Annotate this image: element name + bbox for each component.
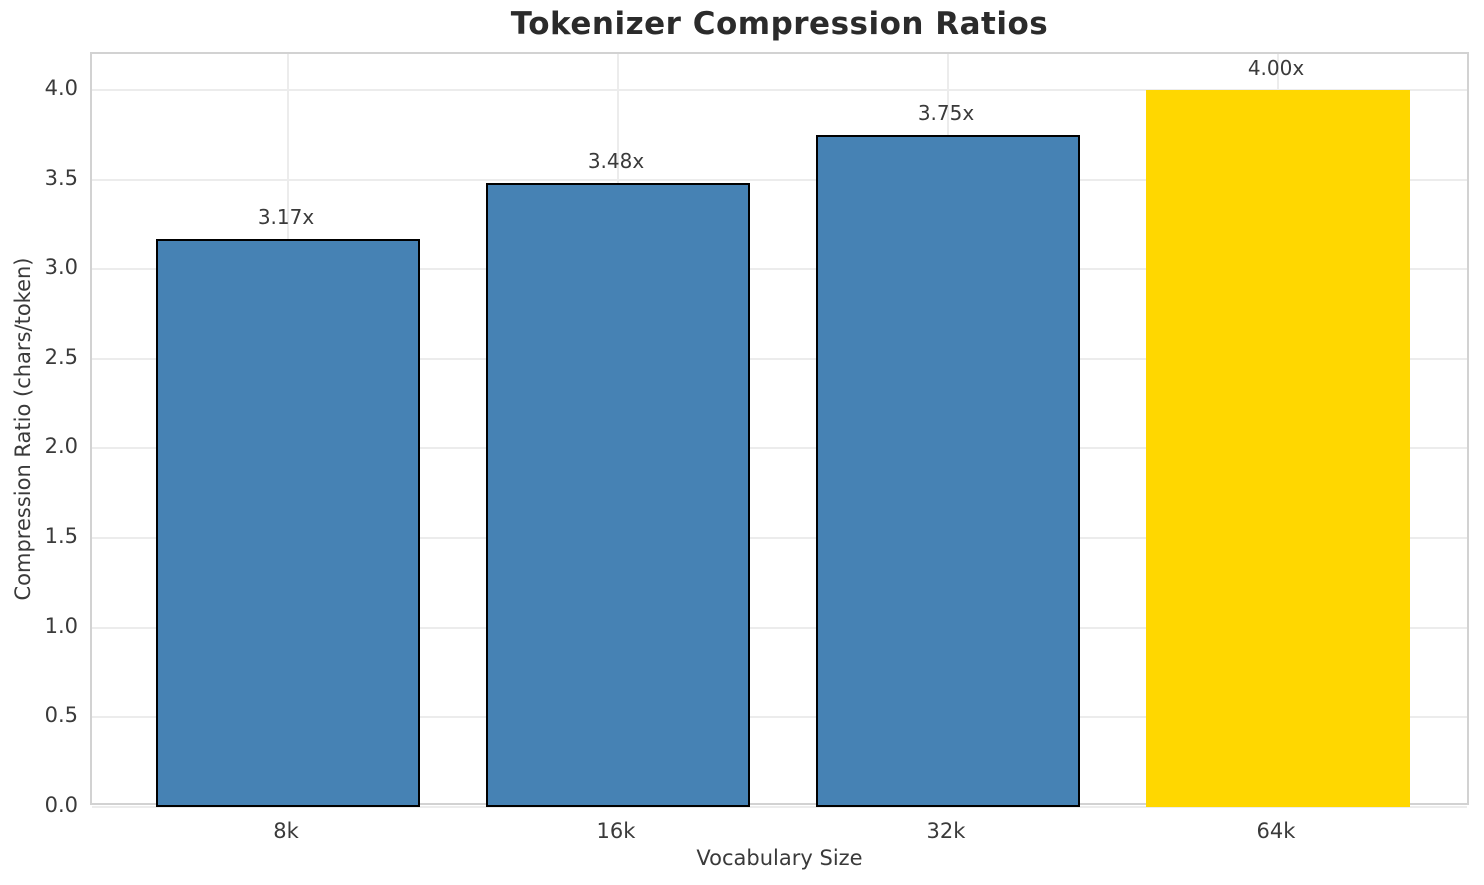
y-gridline [92, 806, 1467, 808]
y-gridline [92, 626, 1467, 629]
bar [816, 134, 1080, 807]
y-tick-label: 2.5 [44, 344, 78, 369]
plot-area [90, 52, 1469, 808]
y-tick-label: 3.0 [44, 255, 78, 280]
y-tick-label: 0.0 [44, 793, 78, 817]
y-gridline [92, 447, 1467, 450]
y-gridline [92, 716, 1467, 719]
bar-value-label: 3.17x [257, 204, 315, 229]
bar [486, 183, 750, 807]
y-tick-label: 3.5 [44, 165, 78, 190]
y-tick-label: 2.0 [44, 434, 78, 459]
y-gridline [92, 88, 1467, 91]
bar [156, 238, 420, 807]
y-tick-label: 0.5 [44, 703, 78, 728]
chart-title: Tokenizer Compression Ratios [510, 6, 1049, 42]
y-gridline [92, 357, 1467, 360]
bar-value-label: 4.00x [1247, 55, 1305, 80]
y-tick-label: 4.0 [44, 75, 78, 100]
bar-value-label: 3.48x [587, 149, 645, 174]
x-tick-label: 32k [926, 819, 966, 843]
y-tick-label: 1.5 [44, 524, 78, 549]
bar [1146, 89, 1410, 807]
x-tick-label: 16k [596, 819, 636, 843]
x-tick-label: 8k [273, 819, 299, 843]
y-gridline [92, 268, 1467, 271]
bar-value-label: 3.75x [917, 100, 975, 125]
y-gridline [92, 178, 1467, 181]
y-tick-label: 1.0 [44, 613, 78, 638]
y-gridline [92, 537, 1467, 540]
x-axis-label: Vocabulary Size [696, 846, 863, 870]
x-tick-label: 64k [1256, 819, 1296, 843]
